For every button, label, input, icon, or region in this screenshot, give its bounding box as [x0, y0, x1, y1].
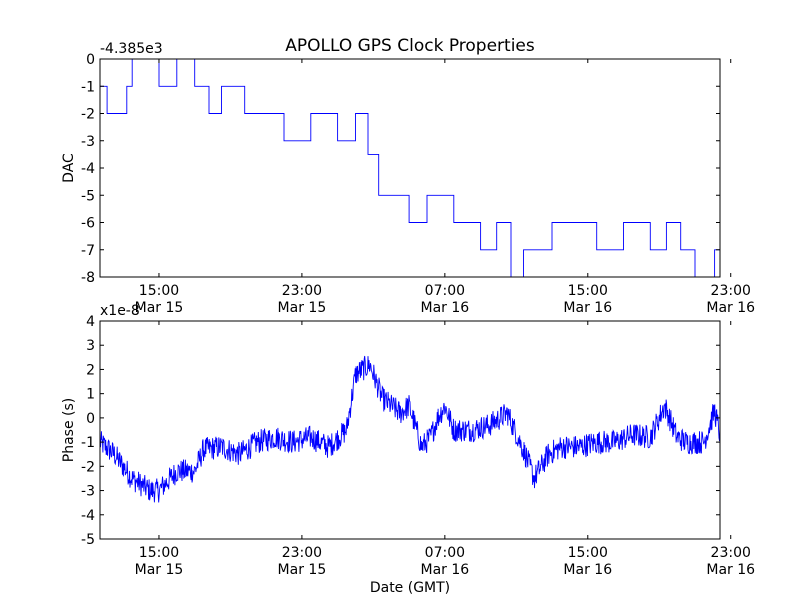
phase-xtick-time-label: 15:00 — [139, 545, 179, 561]
phase-xtick-time-label: 23:00 — [711, 545, 751, 561]
dac-ytick-label: -6 — [81, 216, 95, 232]
dac-xtick-time-label: 23:00 — [711, 283, 751, 299]
dac-ytick-label: -8 — [81, 270, 95, 286]
dac-offset-label: -4.385e3 — [100, 41, 163, 57]
phase-ytick-label: -3 — [81, 484, 95, 500]
dac-xtick-time-label: 07:00 — [425, 283, 465, 299]
dac-ytick-label: -7 — [81, 243, 95, 259]
phase-xtick-date-label: Mar 15 — [278, 562, 327, 578]
dac-ytick-label: 0 — [86, 52, 95, 68]
dac-ytick-label: -5 — [81, 188, 95, 204]
phase-ytick-label: 3 — [86, 338, 95, 354]
phase-xtick-time-label: 15:00 — [568, 545, 608, 561]
dac-xtick-date-label: Mar 15 — [135, 300, 184, 316]
dac-xtick-time-label: 15:00 — [568, 283, 608, 299]
phase-ytick-label: -2 — [81, 459, 95, 475]
dac-series-line — [100, 59, 720, 277]
dac-xtick-date-label: Mar 15 — [278, 300, 327, 316]
phase-ytick-label: 4 — [86, 314, 95, 330]
dac-xtick-time-label: 23:00 — [282, 283, 322, 299]
phase-xtick-date-label: Mar 16 — [706, 562, 755, 578]
phase-y-axis-label: Phase (s) — [61, 398, 77, 462]
phase-axes-frame — [99, 320, 721, 540]
dac-xtick-date-label: Mar 16 — [706, 300, 755, 316]
phase-xtick-time-label: 23:00 — [282, 545, 322, 561]
dac-ytick-label: -4 — [81, 161, 95, 177]
phase-series-line — [100, 355, 720, 503]
dac-ytick-label: -3 — [81, 134, 95, 150]
phase-ytick-label: 1 — [86, 387, 95, 403]
phase-offset-label: x1e-8 — [100, 303, 140, 319]
phase-xtick-date-label: Mar 16 — [563, 562, 612, 578]
phase-xtick-date-label: Mar 16 — [420, 562, 469, 578]
dac-ytick-label: -2 — [81, 107, 95, 123]
dac-xtick-date-label: Mar 16 — [563, 300, 612, 316]
dac-xtick-date-label: Mar 16 — [420, 300, 469, 316]
phase-ytick-label: -4 — [81, 508, 95, 524]
phase-xtick-date-label: Mar 15 — [135, 562, 184, 578]
x-axis-label: Date (GMT) — [370, 580, 450, 596]
phase-ytick-label: -1 — [81, 435, 95, 451]
chart-title: APOLLO GPS Clock Properties — [285, 36, 535, 56]
phase-xtick-time-label: 07:00 — [425, 545, 465, 561]
phase-ytick-label: 0 — [86, 411, 95, 427]
phase-ytick-label: 2 — [86, 362, 95, 378]
phase-ytick-label: -5 — [81, 532, 95, 548]
dac-xtick-time-label: 15:00 — [139, 283, 179, 299]
dac-ytick-label: -1 — [81, 79, 95, 95]
dac-y-axis-label: DAC — [61, 153, 77, 183]
